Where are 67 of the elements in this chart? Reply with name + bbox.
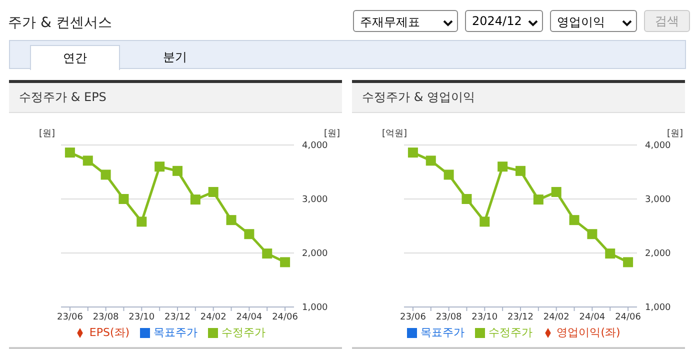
point	[136, 216, 147, 227]
x-tick-label: 24/06	[615, 312, 642, 322]
point	[462, 194, 472, 204]
text: 주가 & 컨센서스	[8, 14, 112, 32]
text: 검색	[644, 10, 690, 32]
point	[118, 194, 129, 204]
y2-axis-title: [원]	[324, 128, 340, 140]
x-tick-label: 23/06	[400, 312, 426, 322]
point	[569, 215, 580, 226]
point	[587, 229, 598, 240]
point	[408, 148, 418, 158]
text: 2024/12	[472, 14, 522, 28]
x-tick-label: 23/12	[164, 312, 190, 322]
point	[280, 257, 290, 268]
y2-axis-title: [원]	[666, 128, 683, 140]
legend-label: EPS(좌)	[89, 326, 130, 339]
legend-label: 수정주가	[488, 326, 533, 339]
legend-label: 수정주가	[222, 326, 266, 339]
point	[82, 156, 93, 166]
y2-tick-label: 4,000	[645, 141, 672, 152]
chart-title: 수정주가 & EPS	[9, 83, 342, 113]
legend-label: 목표주가	[420, 326, 465, 339]
point	[444, 170, 454, 180]
point	[605, 248, 616, 259]
x-tick-label: 23/08	[92, 312, 120, 322]
point	[426, 156, 436, 166]
text: 연간	[30, 45, 120, 70]
y2-tick-label: 2,000	[302, 249, 328, 260]
point	[154, 162, 165, 172]
point	[172, 166, 182, 176]
point	[551, 186, 562, 197]
x-tick-label: 24/02	[543, 312, 570, 322]
point	[498, 162, 508, 172]
chart-title: 수정주가 & 영업이익	[352, 83, 685, 113]
y2-tick-label: 4,000	[302, 141, 328, 152]
text: 분기	[162, 49, 188, 66]
x-tick-label: 24/02	[200, 312, 226, 322]
text: 영업이익	[557, 14, 605, 31]
x-tick-label: 23/10	[472, 312, 498, 322]
point	[516, 166, 526, 176]
x-tick-label: 23/06	[56, 312, 84, 322]
y-axis-title: [원]	[39, 128, 56, 140]
y2-tick-label: 3,000	[645, 195, 672, 206]
x-tick-label: 23/12	[508, 312, 534, 322]
y2-tick-label: 2,000	[645, 249, 672, 260]
point	[623, 257, 634, 268]
x-tick-label: 23/10	[128, 312, 155, 322]
point	[208, 186, 218, 197]
point	[226, 215, 236, 226]
legend-label: 영업이익(좌)	[556, 326, 620, 339]
y-axis-title: [억원]	[382, 128, 408, 140]
y2-tick-label: 1,000	[302, 303, 328, 314]
point	[533, 194, 544, 205]
x-tick-label: 24/04	[579, 312, 606, 322]
point	[244, 229, 254, 240]
point	[100, 170, 111, 180]
x-tick-label: 24/04	[236, 312, 262, 322]
y2-tick-label: 1,000	[645, 303, 672, 314]
point	[480, 216, 490, 227]
point	[262, 248, 272, 259]
text: 주재무제표	[360, 14, 420, 31]
point	[190, 194, 200, 205]
y2-tick-label: 3,000	[302, 195, 328, 206]
point	[64, 148, 75, 158]
x-tick-label: 23/08	[436, 312, 462, 322]
x-tick-label: 24/06	[272, 312, 298, 322]
legend-label: 목표주가	[154, 326, 198, 339]
